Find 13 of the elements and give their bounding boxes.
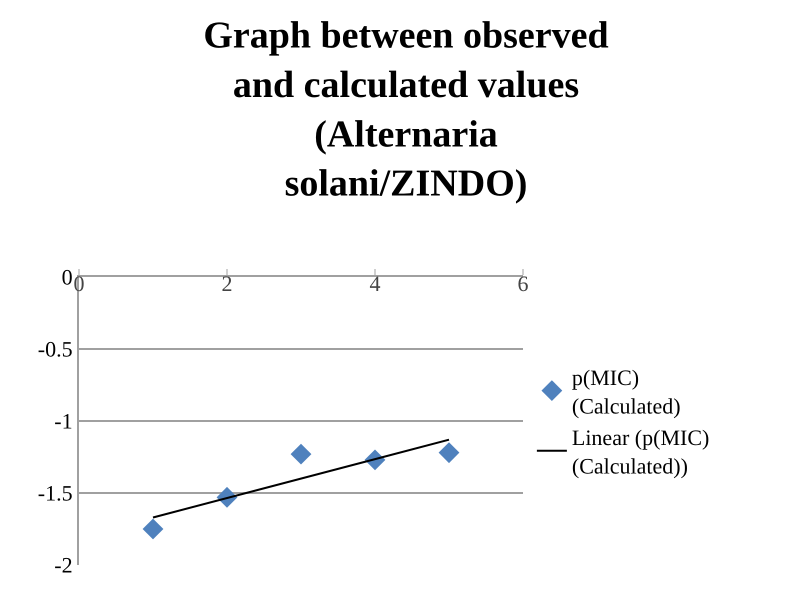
point [142,518,164,540]
legend-label: p(MIC) (Calculated) [572,364,681,418]
chart-title: Graph between observed and calculated values (Alternaria solani/ZINDO) [203,14,609,205]
x-tick-label: 2 [222,271,232,296]
y-tick-label: -1.5 [38,480,73,506]
x-tick-label: 6 [518,271,528,296]
point [290,444,312,465]
y-tick-label: -1 [54,408,73,434]
y-tick-label: -2 [54,552,73,578]
x-tick-label: 4 [370,271,380,296]
legend-label: Linear (p(MIC) (Calculated)) [572,425,710,479]
point [438,442,460,464]
y-tick-label: -0.5 [38,336,73,362]
